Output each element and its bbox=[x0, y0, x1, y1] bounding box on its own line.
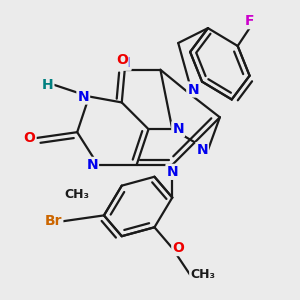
Text: H: H bbox=[42, 78, 53, 92]
Text: N: N bbox=[86, 158, 98, 172]
Text: F: F bbox=[245, 14, 254, 28]
Text: N: N bbox=[196, 143, 208, 157]
Text: Br: Br bbox=[45, 214, 62, 228]
Text: CH₃: CH₃ bbox=[65, 188, 90, 201]
Text: CH₃: CH₃ bbox=[190, 268, 215, 281]
Text: N: N bbox=[167, 165, 178, 179]
Text: N: N bbox=[77, 89, 89, 103]
Text: O: O bbox=[24, 131, 36, 145]
Text: N: N bbox=[119, 56, 130, 70]
Text: N: N bbox=[187, 82, 199, 97]
Text: O: O bbox=[172, 241, 184, 255]
Text: O: O bbox=[116, 53, 128, 67]
Text: N: N bbox=[172, 122, 184, 136]
